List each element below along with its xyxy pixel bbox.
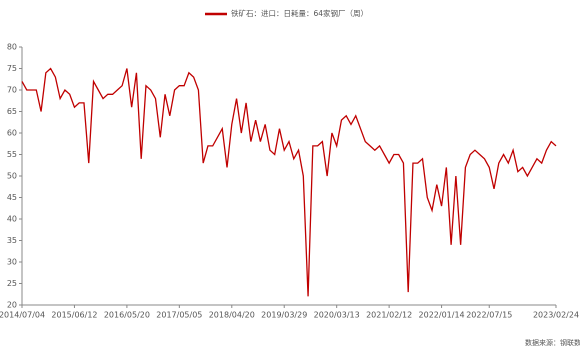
y-tick-label: 55 xyxy=(7,150,17,159)
x-tick-label: 2022/01/14 xyxy=(419,311,465,320)
y-tick-label: 75 xyxy=(7,64,17,73)
y-tick-label: 40 xyxy=(7,215,17,224)
y-tick-label: 65 xyxy=(7,107,17,116)
y-tick-label: 45 xyxy=(7,193,17,202)
x-tick-label: 2015/06/12 xyxy=(51,311,97,320)
source-note: 数据来源：钢联数据 xyxy=(525,338,580,347)
data-line xyxy=(21,67,557,297)
x-tick-label: 2017/05/05 xyxy=(156,311,202,320)
y-tick-label: 50 xyxy=(7,172,17,181)
y-tick-label: 30 xyxy=(7,258,17,267)
y-tick-label: 80 xyxy=(7,43,17,52)
x-tick-label: 2018/04/20 xyxy=(209,311,255,320)
y-tick-label: 60 xyxy=(7,129,17,138)
y-tick-label: 20 xyxy=(7,301,17,310)
x-tick-label: 2016/05/20 xyxy=(104,311,150,320)
legend-label: 铁矿石：进口：日耗量：64家钢厂（周） xyxy=(231,8,368,18)
x-tick-label: 2021/02/12 xyxy=(366,311,412,320)
y-tick-label: 25 xyxy=(7,279,17,288)
y-tick-label: 35 xyxy=(7,236,17,245)
x-tick-label: 2022/07/15 xyxy=(466,311,512,320)
x-tick-label: 2014/07/04 xyxy=(0,311,45,320)
x-tick-label: 2019/03/29 xyxy=(261,311,307,320)
x-tick-label: 2023/02/24 xyxy=(533,311,579,320)
x-tick-label: 2020/03/13 xyxy=(314,311,360,320)
y-tick-label: 70 xyxy=(7,86,17,95)
